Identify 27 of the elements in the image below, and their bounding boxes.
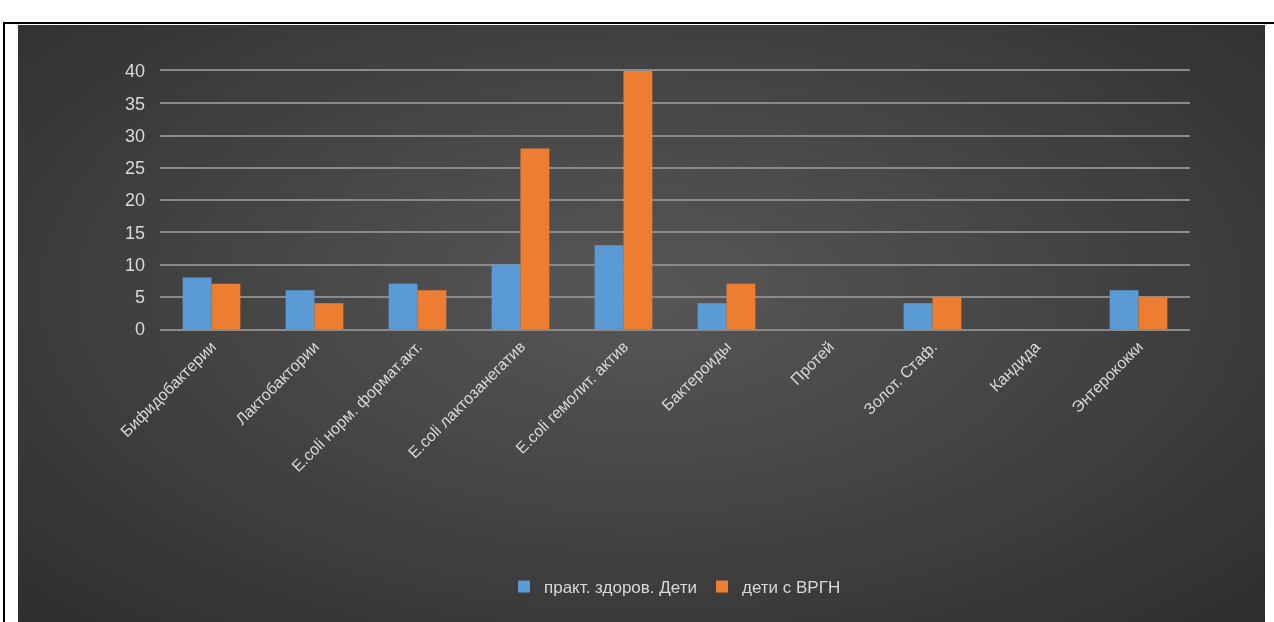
bar xyxy=(388,283,418,329)
bar xyxy=(932,296,962,329)
bar xyxy=(520,148,550,329)
legend-label: практ. здоров. Дети xyxy=(544,578,697,598)
y-tick-label: 35 xyxy=(124,93,145,114)
y-tick-label: 10 xyxy=(124,254,145,275)
y-tick-label: 30 xyxy=(124,125,145,146)
bar xyxy=(726,283,756,329)
bar xyxy=(211,283,241,329)
bar xyxy=(491,264,521,329)
y-tick-label: 20 xyxy=(124,190,145,211)
y-tick-label: 40 xyxy=(124,61,145,82)
legend-label: дети с ВРГН xyxy=(741,578,841,598)
bar xyxy=(594,245,624,329)
bar xyxy=(285,290,315,329)
bar xyxy=(623,71,653,329)
bar xyxy=(1138,296,1168,329)
y-tick-label: 25 xyxy=(124,158,145,179)
bar xyxy=(417,290,447,329)
bar xyxy=(903,303,933,329)
y-tick-label: 5 xyxy=(134,287,145,308)
bar xyxy=(182,277,212,329)
bar xyxy=(1109,290,1139,329)
bar xyxy=(697,303,727,329)
bar xyxy=(314,303,344,329)
y-tick-label: 0 xyxy=(134,319,145,340)
y-tick-label: 15 xyxy=(124,222,145,243)
